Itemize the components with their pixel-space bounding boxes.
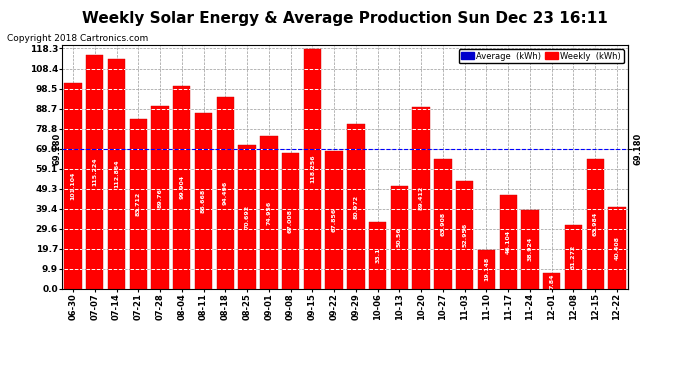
Bar xyxy=(477,250,495,289)
Text: 33.1: 33.1 xyxy=(375,248,380,263)
Text: 115.224: 115.224 xyxy=(92,158,97,186)
Bar xyxy=(86,55,104,289)
Legend: Average  (kWh), Weekly  (kWh): Average (kWh), Weekly (kWh) xyxy=(459,49,624,63)
Text: 67.008: 67.008 xyxy=(288,209,293,233)
Text: 101.104: 101.104 xyxy=(70,172,75,200)
Text: 86.668: 86.668 xyxy=(201,189,206,213)
Text: 74.956: 74.956 xyxy=(266,201,271,225)
Bar xyxy=(108,60,125,289)
Text: 31.272: 31.272 xyxy=(571,245,576,269)
Bar xyxy=(391,186,408,289)
Bar xyxy=(173,86,190,289)
Text: 38.924: 38.924 xyxy=(527,237,533,261)
Text: 99.904: 99.904 xyxy=(179,175,184,200)
Text: 94.496: 94.496 xyxy=(223,181,228,205)
Text: 46.104: 46.104 xyxy=(506,230,511,254)
Bar xyxy=(434,159,452,289)
Text: 19.148: 19.148 xyxy=(484,257,489,281)
Text: 89.412: 89.412 xyxy=(419,186,424,210)
Bar xyxy=(543,273,560,289)
Bar xyxy=(130,119,147,289)
Text: 118.256: 118.256 xyxy=(310,154,315,183)
Text: 63.984: 63.984 xyxy=(593,211,598,236)
Text: 83.712: 83.712 xyxy=(136,192,141,216)
Bar xyxy=(369,222,386,289)
Text: 67.856: 67.856 xyxy=(332,208,337,232)
Bar xyxy=(500,195,517,289)
Text: Weekly Solar Energy & Average Production Sun Dec 23 16:11: Weekly Solar Energy & Average Production… xyxy=(82,11,608,26)
Bar xyxy=(260,136,277,289)
Text: 7.84: 7.84 xyxy=(549,273,554,288)
Text: 70.692: 70.692 xyxy=(244,205,250,229)
Bar xyxy=(413,107,430,289)
Text: 80.972: 80.972 xyxy=(353,195,358,219)
Text: 112.864: 112.864 xyxy=(114,160,119,188)
Text: 50.56: 50.56 xyxy=(397,228,402,247)
Bar xyxy=(238,145,256,289)
Text: 63.908: 63.908 xyxy=(440,212,446,236)
Bar xyxy=(347,124,364,289)
Text: Copyright 2018 Cartronics.com: Copyright 2018 Cartronics.com xyxy=(7,34,148,43)
Bar xyxy=(217,97,234,289)
Bar xyxy=(609,207,626,289)
Bar xyxy=(456,181,473,289)
Text: 40.408: 40.408 xyxy=(615,236,620,260)
Bar xyxy=(304,48,321,289)
Bar xyxy=(195,113,213,289)
Text: 52.956: 52.956 xyxy=(462,223,467,247)
Bar xyxy=(64,83,81,289)
Bar xyxy=(586,159,604,289)
Bar xyxy=(282,153,299,289)
Bar xyxy=(326,151,343,289)
Bar xyxy=(565,225,582,289)
Bar xyxy=(521,210,539,289)
Text: 89.76: 89.76 xyxy=(157,188,163,207)
Text: 69.180: 69.180 xyxy=(52,132,61,165)
Bar xyxy=(151,106,169,289)
